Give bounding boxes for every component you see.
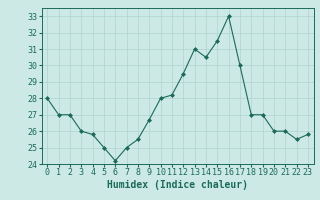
X-axis label: Humidex (Indice chaleur): Humidex (Indice chaleur) <box>107 180 248 190</box>
